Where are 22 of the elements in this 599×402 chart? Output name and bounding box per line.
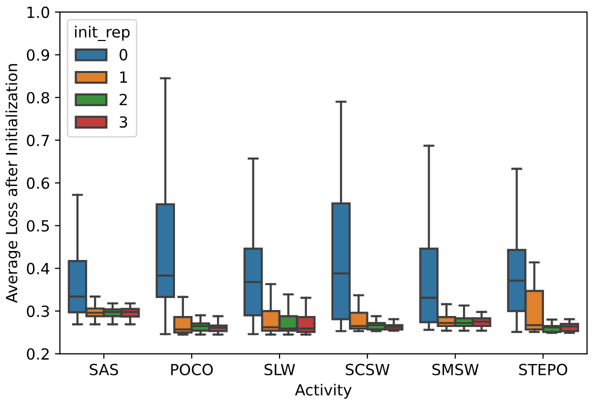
legend-label: 1	[120, 72, 127, 83]
x-tick-label: POCO	[171, 364, 213, 376]
legend-title: init_rep	[75, 26, 130, 42]
y-tick-label: 0.3	[26, 306, 49, 318]
legend-label: 2	[120, 94, 127, 106]
x-tick-label: SMSW	[432, 364, 479, 376]
legend-label: 3	[120, 116, 128, 128]
y-tick-label: 0.4	[26, 262, 50, 274]
y-tick-label: 1.0	[28, 6, 50, 18]
x-tick-label: SCSW	[346, 364, 390, 376]
y-tick-label: 0.5	[26, 220, 49, 232]
y-tick-label: 0.6	[26, 177, 50, 189]
y-tick-label: 0.9	[26, 49, 50, 61]
x-tick-label: SLW	[264, 364, 295, 376]
x-tick-label: SAS	[90, 364, 118, 376]
legend-label: 0	[120, 48, 128, 60]
x-axis-title: Activity	[295, 384, 352, 399]
y-tick-label: 0.8	[26, 92, 50, 104]
y-tick-label: 0.2	[26, 348, 49, 360]
y-axis-title: Average Loss after Initialization	[6, 64, 20, 303]
x-tick-label: STEPO	[519, 364, 568, 376]
y-tick-label: 0.7	[26, 134, 49, 146]
